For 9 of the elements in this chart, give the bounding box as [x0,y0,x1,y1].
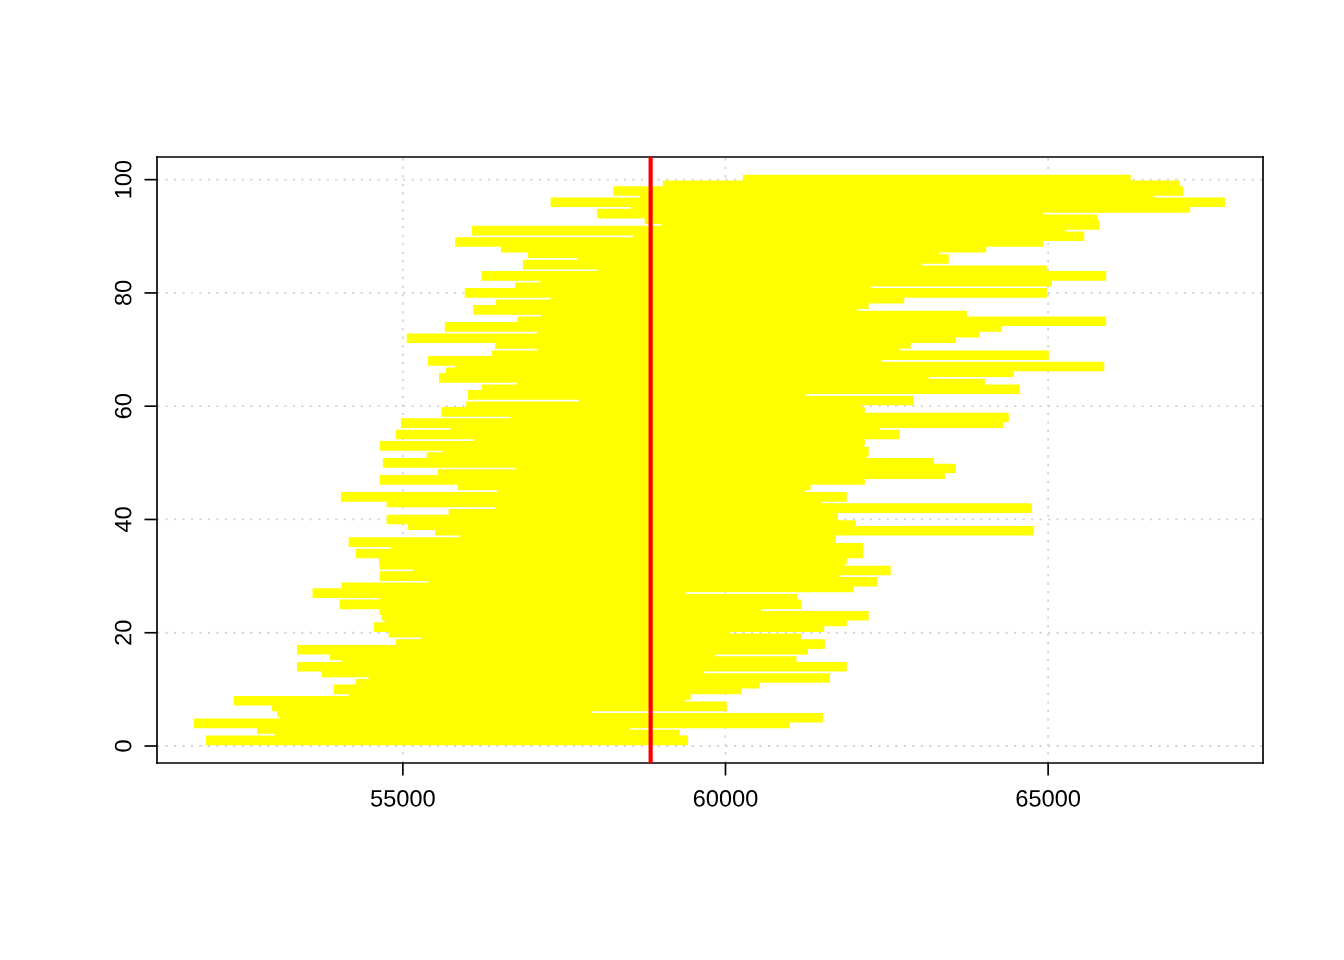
x-tick-label: 60000 [693,790,758,807]
y-tick-label: 60 [114,393,132,419]
y-tick-label: 40 [114,507,132,533]
x-tick-label: 65000 [1016,790,1081,807]
y-tick-label: 100 [114,160,132,198]
y-tick-label: 20 [114,620,132,645]
y-tick-label: 80 [114,280,132,306]
x-tick-label: 55000 [370,790,435,807]
y-tick-label: 0 [114,740,132,752]
